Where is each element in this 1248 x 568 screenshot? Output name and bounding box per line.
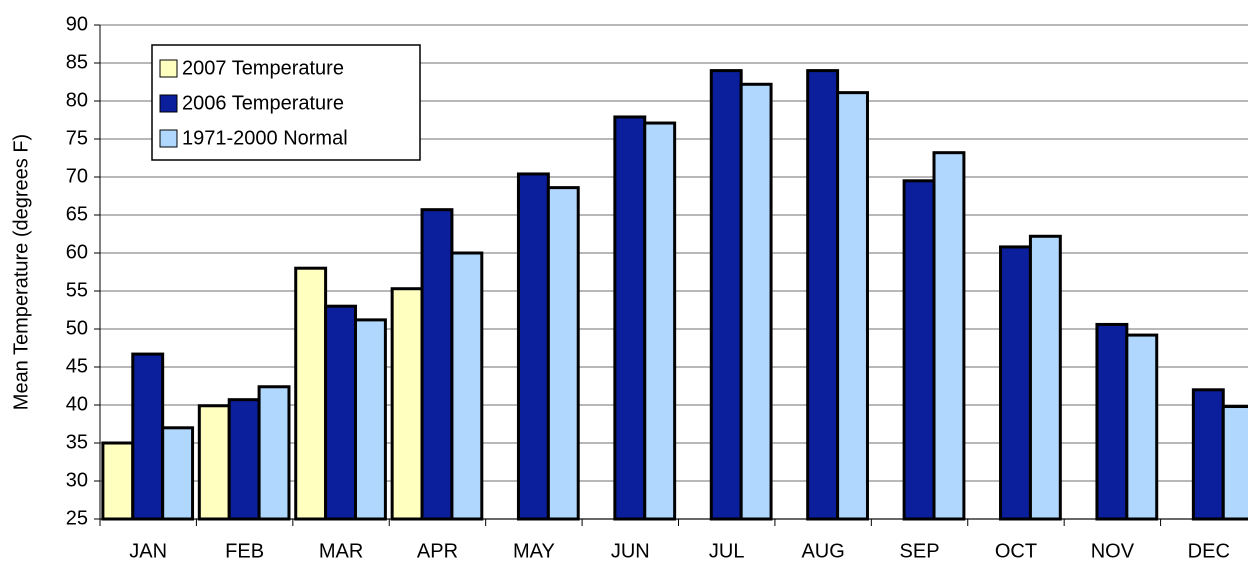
bar: [101, 441, 135, 521]
bar: [902, 179, 936, 521]
legend-box: [151, 44, 421, 161]
bar: [546, 186, 580, 521]
bar: [257, 385, 291, 521]
bar: [294, 266, 328, 521]
x-tick-label: DEC: [1188, 540, 1230, 562]
bar: [1125, 333, 1159, 521]
bar: [999, 245, 1032, 521]
bar: [450, 251, 484, 521]
x-tick-label: FEB: [225, 540, 264, 562]
x-tick-label: MAY: [513, 540, 555, 562]
legend-label: 1971-2000 Normal: [182, 127, 348, 149]
y-tick-label: 80: [66, 89, 88, 111]
bar: [643, 121, 677, 521]
bar: [932, 151, 966, 521]
x-tick-label: JAN: [129, 540, 167, 562]
x-tick-label: MAR: [319, 540, 363, 562]
bar: [806, 69, 840, 521]
y-tick-label: 35: [66, 431, 88, 453]
bar: [1028, 234, 1062, 521]
bar: [836, 91, 869, 521]
y-axis-label: Mean Temperature (degrees F): [10, 134, 32, 410]
x-tick-label: APR: [417, 540, 458, 562]
y-tick-label: 40: [66, 393, 88, 415]
legend-label: 2006 Temperature: [182, 92, 344, 114]
y-tick-label: 45: [66, 355, 88, 377]
x-tick-label: AUG: [801, 540, 844, 562]
bar: [709, 69, 743, 521]
bar: [324, 304, 358, 521]
y-tick-label: 50: [66, 317, 88, 339]
bar: [161, 426, 195, 521]
bar: [1095, 322, 1129, 521]
y-tick-label: 30: [66, 469, 88, 491]
legend-swatch: [159, 59, 178, 78]
bar: [739, 82, 773, 521]
x-tick-label: JUN: [611, 540, 650, 562]
legend-swatch: [159, 94, 178, 113]
bar: [131, 352, 165, 521]
y-tick-label: 90: [66, 13, 88, 35]
x-tick-label: JUL: [709, 540, 745, 562]
legend-label: 2007 Temperature: [182, 57, 344, 79]
y-tick-label: 85: [66, 51, 88, 73]
bar: [516, 172, 550, 521]
y-tick-label: 60: [66, 241, 88, 263]
x-tick-label: NOV: [1091, 540, 1135, 562]
legend-swatch: [159, 129, 178, 148]
bar: [197, 404, 231, 521]
y-tick-label: 70: [66, 165, 88, 187]
bar: [1191, 388, 1225, 521]
bar: [1221, 405, 1248, 521]
bar: [420, 208, 454, 521]
x-tick-label: SEP: [900, 540, 940, 562]
bar: [613, 115, 647, 521]
y-tick-label: 75: [66, 127, 88, 149]
y-tick-label: 25: [66, 507, 88, 529]
y-tick-label: 55: [66, 279, 88, 301]
bar: [354, 318, 387, 521]
bar: [390, 287, 424, 521]
x-tick-label: OCT: [995, 540, 1037, 562]
bar: [227, 398, 261, 521]
y-tick-label: 65: [66, 203, 88, 225]
